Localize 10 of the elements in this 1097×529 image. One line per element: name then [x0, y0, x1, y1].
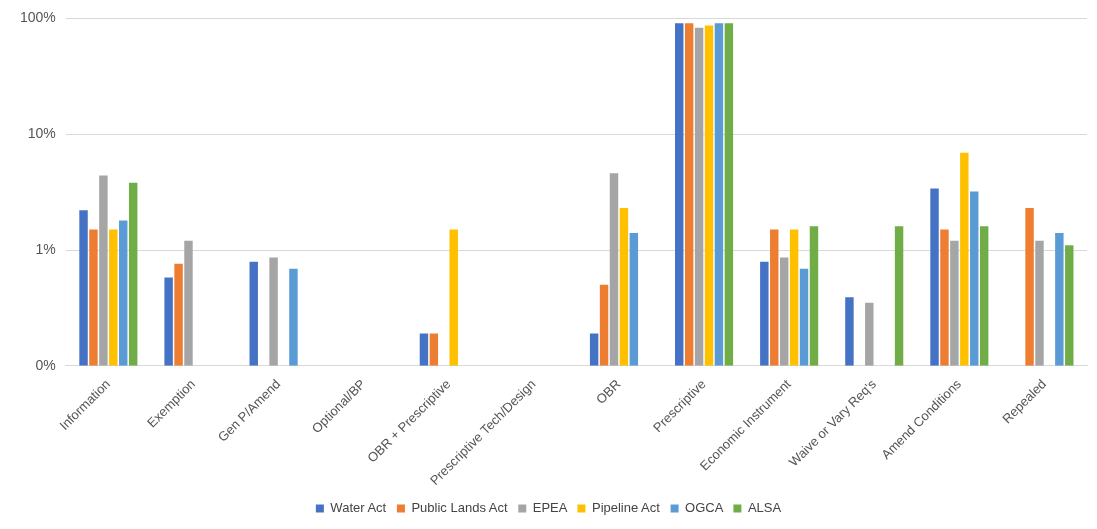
legend-label: Pipeline Act	[591, 500, 661, 516]
y-tick-label: 100%	[19, 9, 56, 26]
legend-label: Water Act	[330, 500, 387, 516]
y-tick-label: 10%	[27, 125, 56, 142]
legend-label: Public Lands Act	[411, 500, 508, 516]
y-tick-label: 1%	[35, 240, 56, 257]
legend-label: EPEA	[532, 500, 568, 516]
legend-label: ALSA	[747, 500, 782, 516]
y-tick-label: 0%	[35, 356, 56, 373]
legend-label: OGCA	[685, 500, 724, 516]
